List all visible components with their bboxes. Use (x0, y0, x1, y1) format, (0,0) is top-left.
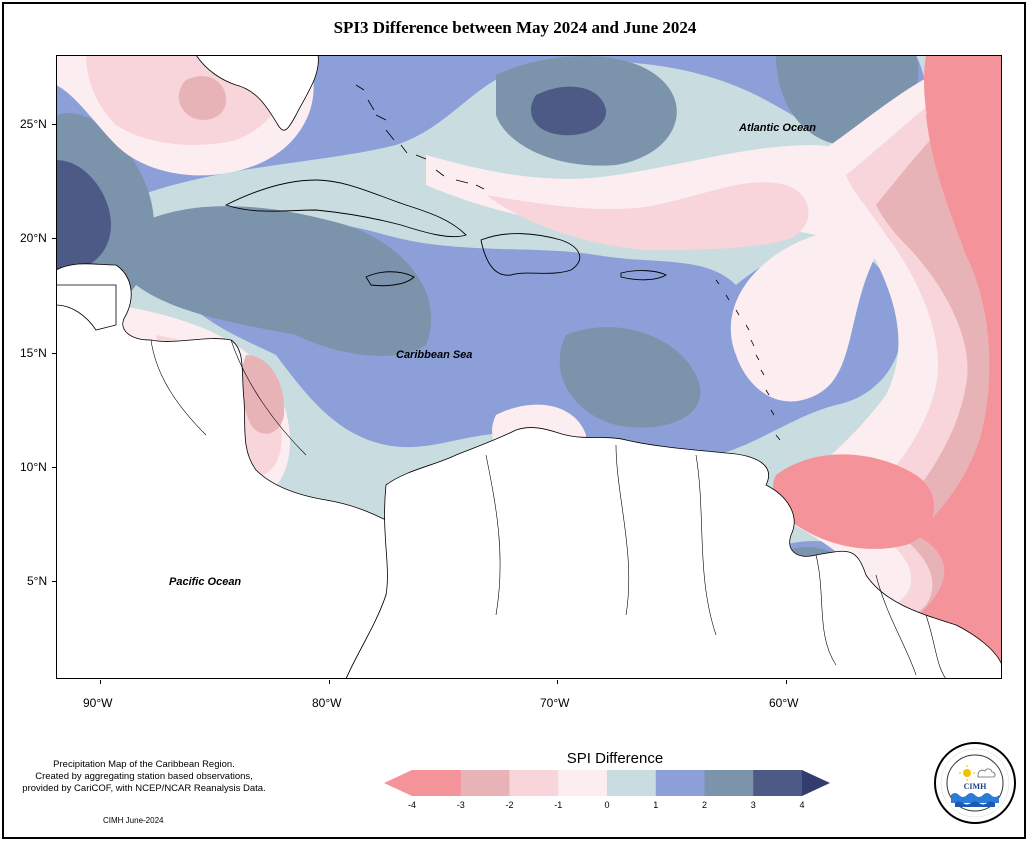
field-salmon-east (856, 55, 1002, 679)
lat-label-15n: 15°N (20, 346, 47, 360)
legend-tick-label: 3 (750, 800, 756, 810)
lon-tick-70w (557, 680, 558, 684)
lat-label-25n: 25°N (20, 117, 47, 131)
credit-text: CIMH June-2024 (103, 816, 164, 825)
lon-tick-80w (329, 680, 330, 684)
lon-label-80w: 80°W (312, 696, 342, 710)
legend-swatch (753, 770, 803, 796)
lat-label-5n: 5°N (27, 574, 48, 588)
lon-tick-60w (786, 680, 787, 684)
legend-swatch (655, 770, 705, 796)
country-borders (150, 339, 947, 679)
lat-tick-15n (52, 353, 56, 354)
land-jamaica (365, 271, 415, 287)
map-panel: Atlantic Ocean Caribbean Sea Pacific Oce… (56, 55, 1002, 679)
legend-tick-label: -3 (456, 800, 465, 810)
cimh-logo: CIMH (934, 742, 1016, 824)
field-navy-gulf (56, 160, 111, 271)
map-description: Precipitation Map of the Caribbean Regio… (10, 759, 278, 795)
field-slate-south (559, 327, 701, 428)
field-rose-central (241, 355, 285, 434)
legend-tick-label: -1 (554, 800, 563, 810)
legend-arrow-low (384, 770, 412, 796)
lat-label-10n: 10°N (20, 460, 47, 474)
lat-tick-25n (52, 124, 56, 125)
legend-tick-label: 2 (701, 800, 707, 810)
sun-icon (963, 769, 971, 777)
legend-title: SPI Difference (566, 750, 664, 767)
legend-swatch (412, 770, 462, 796)
field-rose-west (178, 76, 226, 120)
label-caribbean-sea: Caribbean Sea (396, 349, 472, 361)
legend-tick-label: 4 (799, 800, 805, 810)
field-pink-mid-band (486, 182, 809, 250)
lon-label-60w: 60°W (769, 696, 799, 710)
label-pacific-ocean: Pacific Ocean (169, 576, 241, 588)
cloud-icon (977, 768, 996, 778)
logo-text: CIMH (964, 782, 987, 791)
land-florida (195, 55, 319, 131)
legend-tick-label: -4 (407, 800, 416, 810)
spi-map: Atlantic Ocean Caribbean Sea Pacific Oce… (56, 55, 1002, 679)
land-cuba (224, 179, 467, 238)
legend-tick-label: 1 (653, 800, 659, 810)
lon-tick-90w (100, 680, 101, 684)
legend-colorbar (384, 770, 830, 796)
waves-icon (951, 793, 999, 803)
legend-tick-label: 0 (604, 800, 610, 810)
map-border (56, 55, 1002, 679)
lat-tick-5n (52, 581, 56, 582)
land-bahamas (355, 84, 485, 190)
map-title: SPI3 Difference between May 2024 and Jun… (333, 18, 697, 37)
lon-label-90w: 90°W (83, 696, 113, 710)
legend-swatch (704, 770, 754, 796)
lat-label-20n: 20°N (20, 231, 47, 245)
label-atlantic-ocean: Atlantic Ocean (738, 122, 816, 134)
legend-tick-label: -2 (505, 800, 514, 810)
legend-swatch (607, 770, 657, 796)
legend-swatch (460, 770, 510, 796)
lon-label-70w: 70°W (540, 696, 570, 710)
note-line-1: Precipitation Map of the Caribbean Regio… (53, 759, 235, 770)
field-salmon-orinoco (772, 454, 935, 549)
land-lesser-antilles (715, 279, 781, 441)
note-line-3: provided by CariCOF, with NCEP/NCAR Rean… (22, 783, 266, 794)
land-yucatan (56, 284, 117, 331)
note-line-2: Created by aggregating station based obs… (35, 771, 253, 782)
legend-swatch (558, 770, 608, 796)
land-hispaniola (480, 233, 581, 276)
land-puerto-rico (620, 270, 667, 281)
lat-tick-10n (52, 467, 56, 468)
field-navy-north (531, 86, 607, 136)
field-salmon-topright (924, 55, 1002, 198)
lat-tick-20n (52, 238, 56, 239)
legend-arrow-high (802, 770, 830, 796)
field-slate-west (136, 206, 432, 356)
legend-swatch (509, 770, 559, 796)
